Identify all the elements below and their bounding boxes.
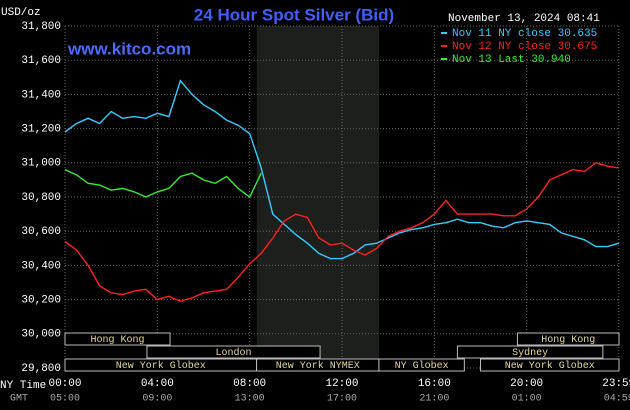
- x-tick-label: 20:00: [510, 378, 543, 390]
- session-box: [456, 345, 604, 359]
- session-label: New York Globex: [505, 360, 595, 372]
- x-row-label: NY Time: [0, 380, 46, 392]
- y-tick-label: 31,400: [21, 89, 61, 101]
- session-label: London: [216, 347, 252, 359]
- session-label: New York NYMEX: [276, 360, 360, 372]
- x2-tick-label: 05:00: [50, 394, 80, 405]
- x2-tick-label: 04:59: [604, 394, 630, 405]
- x-tick-label: 23:59: [602, 378, 630, 390]
- session-label: Hong Kong: [91, 335, 145, 346]
- x2-tick-label: 13:00: [235, 394, 265, 405]
- x-tick-label: 00:00: [48, 378, 81, 390]
- y-tick-label: 31,200: [21, 124, 61, 136]
- x-tick-label: 08:00: [233, 378, 266, 390]
- y-tick-label: 31,000: [21, 158, 61, 170]
- session-box: [480, 358, 620, 372]
- y-tick-label: 31,600: [21, 55, 61, 67]
- series-line: [64, 162, 619, 303]
- session-box: [378, 358, 465, 372]
- y-tick-label: 30,800: [21, 192, 61, 204]
- x-tick-label: 12:00: [325, 378, 358, 390]
- y-tick-label: 30,200: [21, 295, 61, 307]
- session-box: [146, 345, 321, 359]
- x2-row-label: GMT: [10, 394, 28, 405]
- x2-tick-label: 09:00: [142, 394, 172, 405]
- session-label: Sydney: [512, 347, 548, 359]
- y-tick-label: 30,400: [21, 260, 61, 272]
- session-label: Hong Kong: [541, 335, 595, 346]
- legend-label: Nov 12 NY close 30.675: [452, 41, 597, 53]
- series-line: [64, 168, 262, 199]
- x-tick-label: 16:00: [418, 378, 451, 390]
- x2-tick-label: 21:00: [419, 394, 449, 405]
- x2-tick-label: 01:00: [512, 394, 542, 405]
- session-box: [64, 332, 171, 346]
- timestamp: November 13, 2024 08:41: [448, 13, 600, 25]
- y-unit: USD/oz: [1, 7, 41, 19]
- session-box: [516, 332, 620, 346]
- y-tick-label: 31,800: [21, 21, 61, 33]
- site-label: www.kitco.com: [67, 39, 191, 58]
- legend-label: Nov 13 Last 30.940: [452, 54, 571, 66]
- y-tick-label: 29,800: [21, 363, 61, 375]
- series-line: [64, 79, 620, 260]
- chart-title: 24 Hour Spot Silver (Bid): [194, 5, 394, 24]
- y-tick-label: 30,600: [21, 226, 61, 238]
- session-label: New York Globex: [116, 360, 206, 372]
- y-tick-label: 30,000: [21, 329, 61, 341]
- legend-label: Nov 11 NY close 30.635: [452, 28, 597, 40]
- x2-tick-label: 17:00: [327, 394, 357, 405]
- x-tick-label: 04:00: [141, 378, 174, 390]
- session-label: NY Globex: [395, 360, 449, 372]
